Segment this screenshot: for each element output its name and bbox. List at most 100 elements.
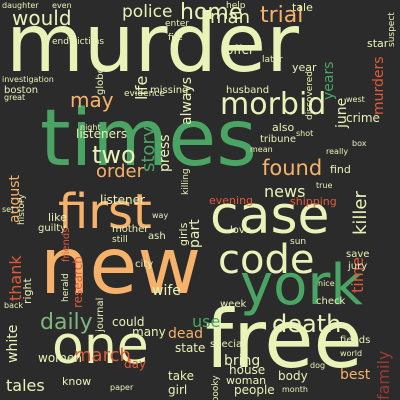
word: offer [226,43,254,57]
word: week [220,299,247,310]
word: wife [152,283,181,299]
word: west [346,95,365,104]
word: set [2,205,15,214]
word: right [21,278,34,304]
word: order [96,161,144,182]
word: discovered [305,71,315,120]
word: press [157,134,173,172]
word: home [180,0,243,25]
word: murder [6,0,300,90]
word: evening [209,194,254,207]
word: family [374,350,393,400]
word: journal [95,297,106,332]
word: help [226,1,246,11]
word: know [62,375,92,388]
word: history [17,194,27,225]
word: also [272,121,295,134]
word: times [40,94,257,184]
word: would [12,6,72,30]
word: love [230,225,251,236]
word: great [4,93,26,102]
word: save [346,249,370,260]
word: find [330,163,351,176]
word: evidence [124,89,165,99]
word: killing [181,168,191,195]
word: morbid [220,87,327,122]
word: shipping [290,195,337,208]
word: listener [100,193,145,207]
word: found [262,156,323,180]
word: people [234,383,275,397]
word: best [340,367,371,383]
word: shot [296,129,314,138]
word: year [292,61,317,74]
word: mean [250,145,273,154]
word: nice [318,279,335,288]
word: herald [61,273,71,302]
word: ash [148,231,166,242]
word: one [52,316,149,376]
word: white [5,324,21,363]
word: story [138,126,159,172]
word: take [168,369,194,383]
word: new [40,222,202,312]
word: mother [112,224,149,235]
word: daughter [2,1,39,10]
word: listeners [76,127,128,141]
word: jury [348,261,368,272]
word: check [316,296,346,307]
word: march [74,345,131,366]
word: girls [177,222,190,246]
word: dead [168,326,203,342]
word: could [112,315,145,329]
word: investigation [2,75,54,84]
word: day [124,357,147,371]
word: true [316,181,333,190]
word: fire [168,33,183,43]
word: star [367,37,389,50]
word: night [80,123,101,132]
word: body [278,369,308,383]
word: murders [371,56,387,115]
word: world [340,349,363,358]
word: tale [292,1,313,14]
word: house [229,363,266,377]
word: state [175,341,206,355]
word: back [4,301,24,310]
word: even [52,1,72,10]
word: woman [226,374,267,387]
word: dog [310,361,326,370]
word: killer [350,191,371,235]
word: first [58,184,152,240]
word: end victims [52,37,105,47]
word: special [210,339,245,350]
word: news [264,182,306,201]
word: code [218,237,315,283]
word: crime [346,111,380,125]
word: friends [61,227,72,262]
word: police [122,2,173,22]
word: boston [4,85,39,96]
word: two [92,141,136,169]
word: spooky [211,375,221,400]
word: missing [150,85,189,96]
word: use [192,312,221,331]
word: sun [290,237,307,247]
word: like [48,211,67,224]
word: really [326,147,349,156]
word: bring [224,353,261,369]
word: guilty [38,223,67,234]
word: trial [260,3,304,28]
word: part [187,219,203,248]
word: month [282,385,308,394]
word: paper [110,383,134,392]
word: still [112,235,128,245]
word: case [210,186,330,246]
word: fiends [340,335,371,346]
word: box [352,139,367,148]
word: city [135,259,154,270]
word: tribune [260,134,296,145]
word: daily [40,310,93,335]
word: enter [165,19,190,29]
